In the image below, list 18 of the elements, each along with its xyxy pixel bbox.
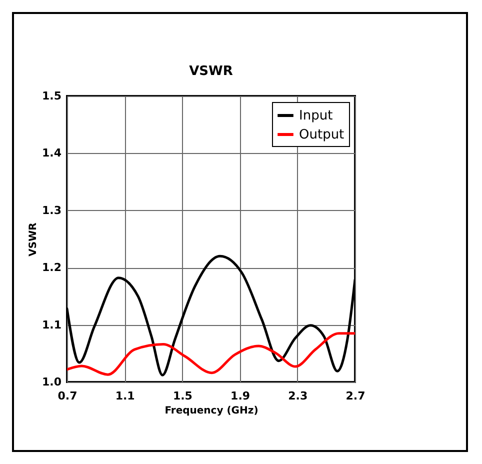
y-tick-label: 1.1 [42, 318, 62, 332]
y-tick-label: 1.0 [42, 376, 62, 388]
line-series [67, 332, 355, 376]
legend-label: Output [299, 128, 344, 142]
x-tick-label: 2.3 [288, 390, 308, 402]
x-tick-label: 1.1 [115, 390, 135, 402]
chart-title: VSWR [189, 64, 233, 79]
x-axis-title: Frequency (GHz) [164, 406, 258, 416]
y-axis-title: VSWR [28, 222, 40, 256]
x-tick-label: 0.7 [58, 390, 78, 402]
y-tick-label: 1.3 [42, 204, 62, 217]
x-tick-label: 2.7 [346, 390, 366, 402]
legend-label: Input [299, 108, 333, 124]
y-tick-label: 1.2 [42, 261, 62, 274]
y-tick-label: 1.5 [42, 90, 62, 102]
y-tick-label: 1.4 [42, 146, 62, 160]
x-tick-label: 1.9 [230, 390, 250, 402]
x-tick-label: 1.5 [172, 390, 192, 402]
